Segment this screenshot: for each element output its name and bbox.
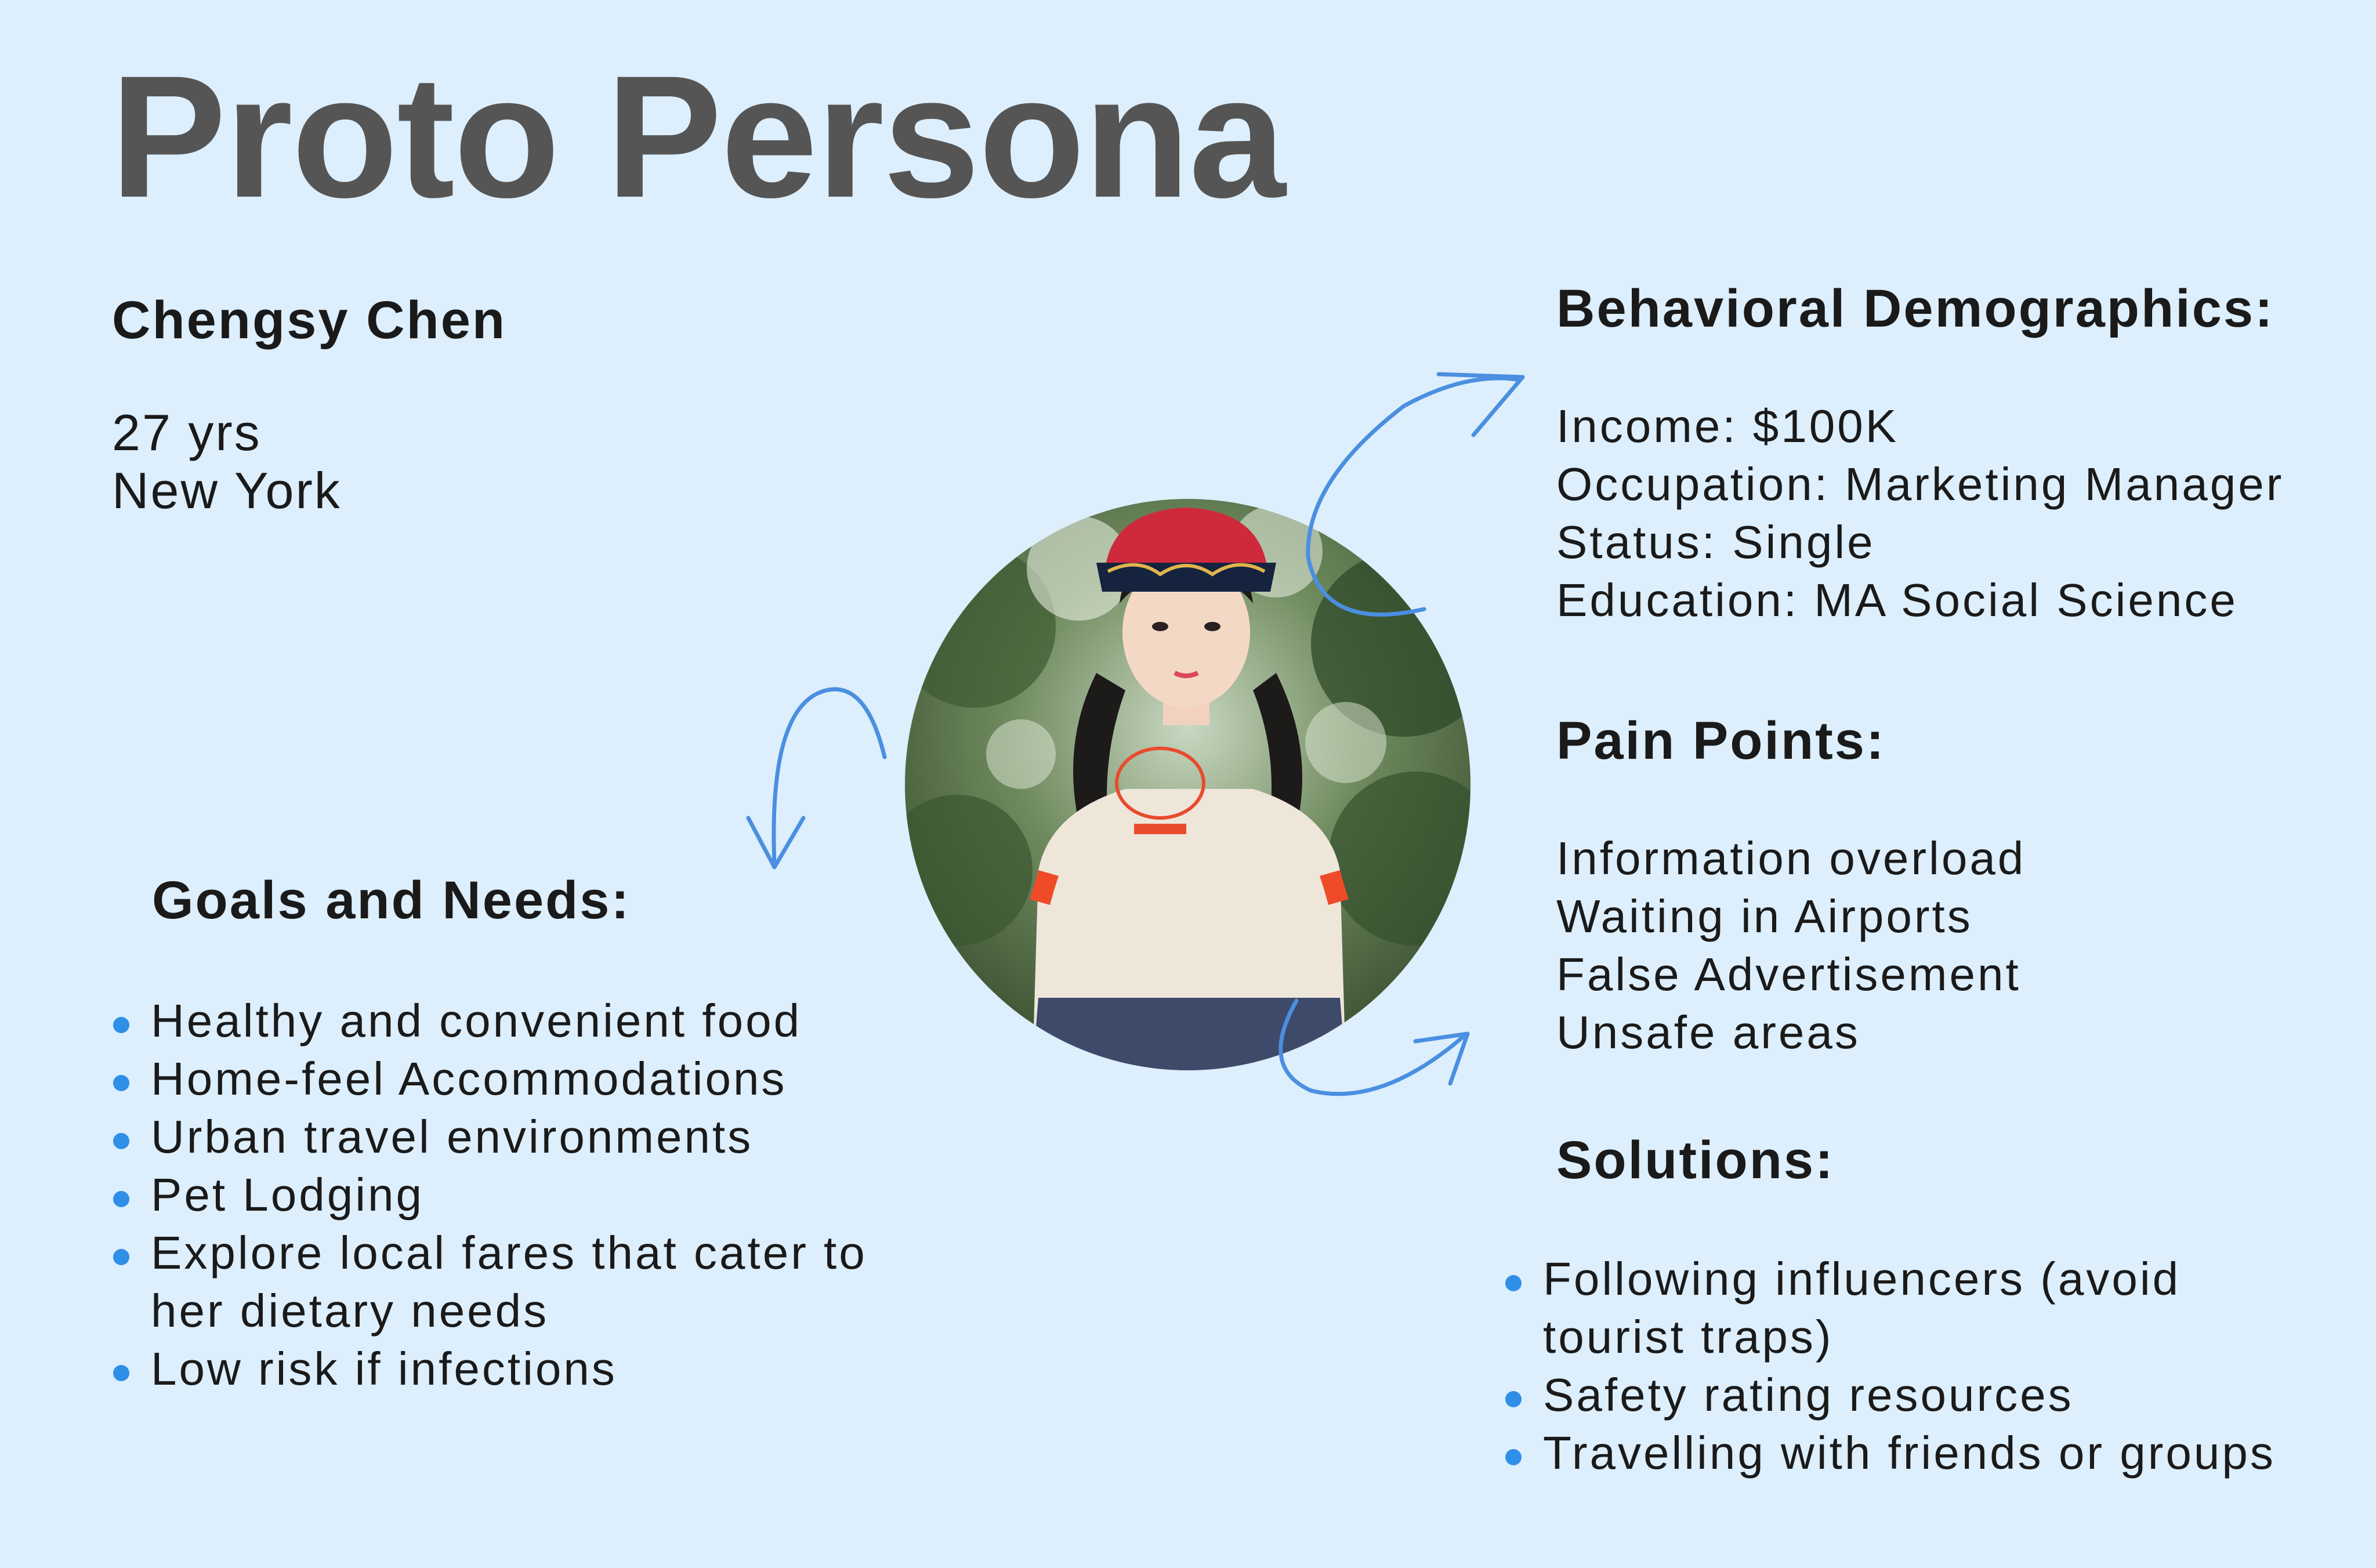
bullet-dot-icon	[113, 1365, 129, 1381]
goals-heading: Goals and Needs:	[152, 871, 631, 930]
bullet-dot-icon	[113, 1191, 129, 1207]
pain-points-heading: Pain Points:	[1556, 711, 1886, 770]
bullet-dot-icon	[113, 1133, 129, 1149]
goal-item: Healthy and convenient food	[113, 992, 917, 1050]
solution-item: Safety rating resources	[1505, 1366, 2276, 1424]
persona-age: 27 yrs	[112, 404, 262, 461]
goals-list: Healthy and convenient food Home-feel Ac…	[113, 992, 917, 1398]
persona-photo	[905, 499, 1470, 1070]
solutions-list: Following influencers (avoid tourist tra…	[1505, 1250, 2276, 1482]
persona-name: Chengsy Chen	[112, 291, 507, 350]
solutions-heading: Solutions:	[1556, 1131, 1835, 1190]
behavioral-income: Income: $100K	[1556, 400, 1899, 452]
behavioral-list: Income: $100K Occupation: Marketing Mana…	[1556, 397, 2284, 629]
bullet-dot-icon	[113, 1017, 129, 1033]
bullet-dot-icon	[1505, 1275, 1522, 1291]
behavioral-status: Status: Single	[1556, 516, 1875, 568]
persona-portrait-illustration	[905, 499, 1470, 1070]
solution-item: Travelling with friends or groups	[1505, 1424, 2276, 1482]
curved-arrow-icon	[772, 687, 887, 867]
arrow-head-icon	[1436, 372, 1525, 437]
bullet-dot-icon	[1505, 1391, 1522, 1407]
bullet-dot-icon	[113, 1075, 129, 1091]
pain-points-list: Information overload Waiting in Airports…	[1556, 830, 2026, 1062]
page-title: Proto Persona	[110, 39, 1285, 234]
pain-point-item: Waiting in Airports	[1556, 890, 1973, 942]
behavioral-education: Education: MA Social Science	[1556, 574, 2238, 626]
goal-item: Pet Lodging	[113, 1166, 917, 1224]
goal-item: Explore local fares that cater to her di…	[113, 1224, 917, 1340]
goal-item: Low risk if infections	[113, 1340, 917, 1398]
goal-item: Home-feel Accommodations	[113, 1050, 917, 1108]
arrow-head-icon	[746, 816, 806, 870]
behavioral-heading: Behavioral Demographics:	[1556, 279, 2274, 338]
persona-location: New York	[112, 462, 342, 519]
pain-point-item: Information overload	[1556, 832, 2026, 884]
pain-point-item: False Advertisement	[1556, 948, 2021, 1000]
behavioral-occupation: Occupation: Marketing Manager	[1556, 458, 2284, 510]
solution-item: Following influencers (avoid tourist tra…	[1505, 1250, 2268, 1366]
arrow-head-icon	[1413, 1031, 1470, 1086]
bullet-dot-icon	[1505, 1449, 1522, 1465]
pain-point-item: Unsafe areas	[1556, 1006, 1860, 1058]
bullet-dot-icon	[113, 1249, 129, 1265]
goal-item: Urban travel environments	[113, 1108, 917, 1166]
